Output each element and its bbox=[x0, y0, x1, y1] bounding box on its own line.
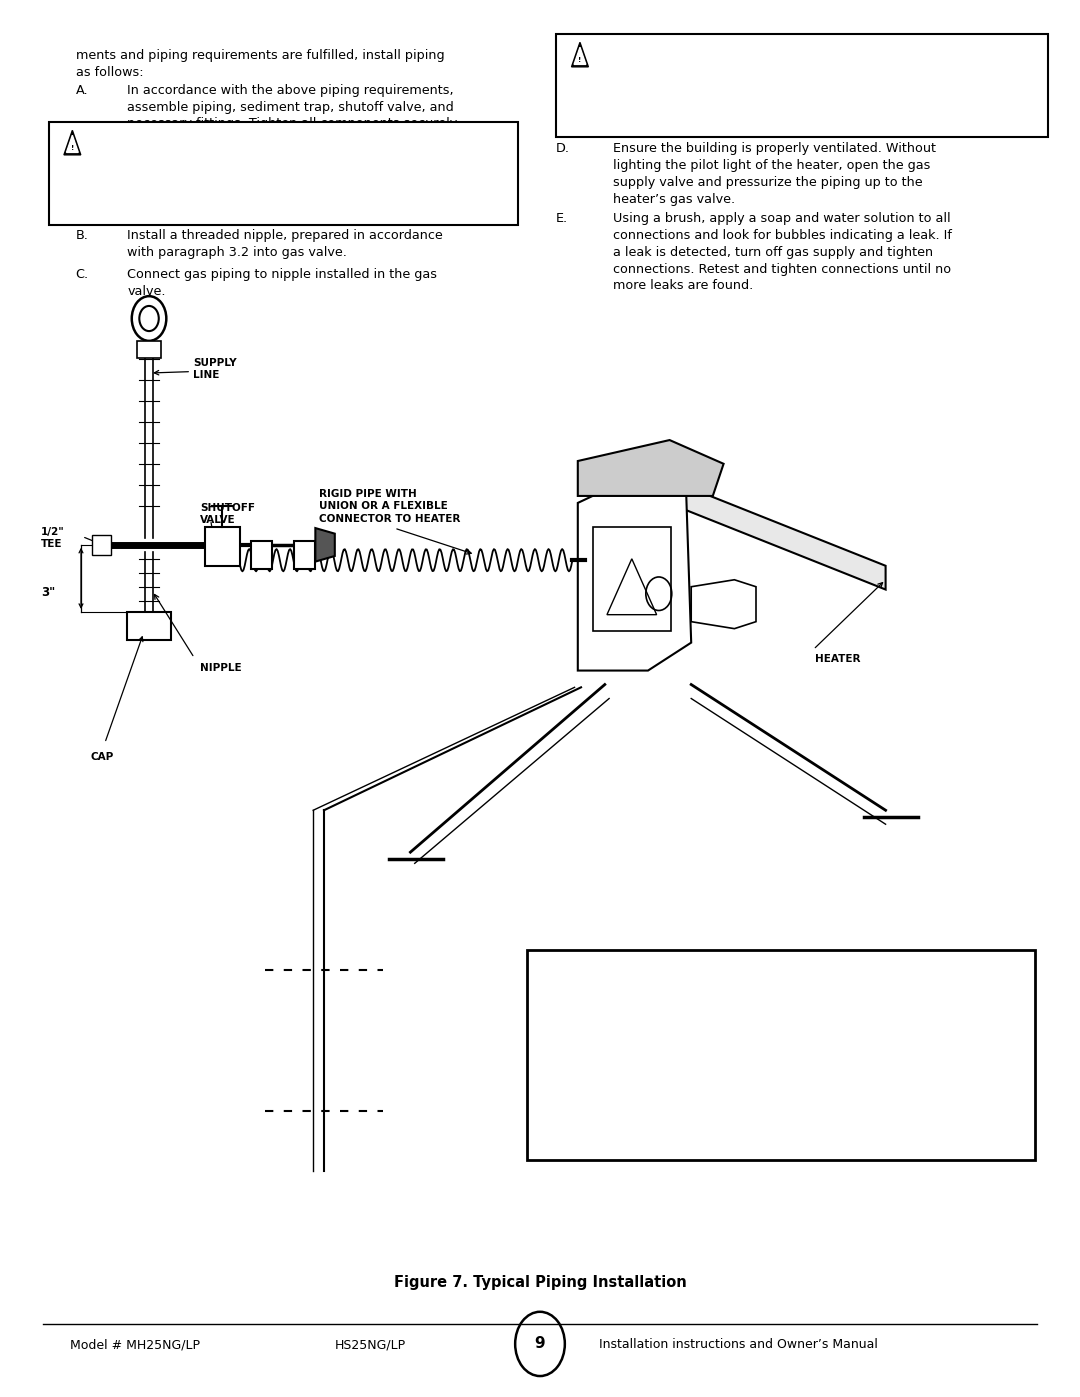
Text: connections and look for bubbles indicating a leak. If: connections and look for bubbles indicat… bbox=[613, 229, 953, 242]
Text: lighting the pilot light of the heater, open the gas: lighting the pilot light of the heater, … bbox=[613, 159, 931, 172]
Polygon shape bbox=[670, 482, 886, 590]
Text: B.: B. bbox=[76, 229, 89, 242]
Text: 1.   ONLY USE A PIPE COMPOUND: 1. ONLY USE A PIPE COMPOUND bbox=[546, 995, 799, 1009]
Text: a leak is detected, turn off gas supply and tighten: a leak is detected, turn off gas supply … bbox=[613, 246, 933, 258]
Text: ments and piping requirements are fulfilled, install piping: ments and piping requirements are fulfil… bbox=[76, 49, 444, 61]
Text: HEATER: HEATER bbox=[815, 654, 861, 665]
Polygon shape bbox=[607, 559, 657, 615]
Text: CAP: CAP bbox=[91, 752, 114, 763]
Text: Install a threaded nipple, prepared in accordance: Install a threaded nipple, prepared in a… bbox=[127, 229, 443, 242]
Text: with paragraph 3.2 into gas valve.: with paragraph 3.2 into gas valve. bbox=[127, 246, 348, 258]
Text: !: ! bbox=[578, 57, 582, 63]
Polygon shape bbox=[571, 42, 589, 67]
Polygon shape bbox=[64, 130, 81, 155]
Text: A.: A. bbox=[76, 84, 89, 96]
Text: C.: C. bbox=[76, 268, 89, 281]
Polygon shape bbox=[315, 528, 335, 562]
Polygon shape bbox=[575, 47, 585, 64]
Text: In accordance with the above piping requirements,: In accordance with the above piping requ… bbox=[127, 84, 454, 96]
Text: !: ! bbox=[70, 145, 75, 151]
Text: necessary fittings. Tighten all components securely.: necessary fittings. Tighten all componen… bbox=[127, 117, 460, 130]
Text: NIPPLE: NIPPLE bbox=[200, 662, 242, 673]
Text: Connect gas piping to nipple installed in the gas: Connect gas piping to nipple installed i… bbox=[127, 268, 437, 281]
Text: pipe to be installed into gas valve meet the require-: pipe to be installed into gas valve meet… bbox=[75, 156, 408, 169]
Bar bbox=[593, 527, 671, 631]
Text: : When testing gas piping use only a soap: : When testing gas piping use only a soa… bbox=[678, 50, 947, 63]
Text: LIQUIFIED GASES ON LP: LIQUIFIED GASES ON LP bbox=[579, 1045, 761, 1059]
Polygon shape bbox=[578, 475, 691, 671]
Text: and water solution. Do not use a match or other flame: and water solution. Do not use a match o… bbox=[582, 68, 931, 81]
Text: as follows:: as follows: bbox=[76, 66, 144, 78]
Text: 2.   FITTINGS SHOWN ARE NOT: 2. FITTINGS SHOWN ARE NOT bbox=[546, 1101, 783, 1115]
Bar bbox=[49, 122, 518, 225]
Text: INSTALLATIONS.: INSTALLATIONS. bbox=[579, 1070, 703, 1084]
Bar bbox=[92, 535, 111, 555]
Polygon shape bbox=[691, 580, 756, 629]
Text: for leak testing. If during leakage check gas is: for leak testing. If during leakage chec… bbox=[582, 87, 878, 99]
Text: valve.: valve. bbox=[127, 285, 166, 298]
Text: distortion and malfunction.: distortion and malfunction. bbox=[75, 193, 248, 205]
Text: WHICH IS RESISTANT TO: WHICH IS RESISTANT TO bbox=[579, 1020, 766, 1034]
Text: Installation instructions and Owner’s Manual: Installation instructions and Owner’s Ma… bbox=[599, 1338, 878, 1351]
Polygon shape bbox=[67, 136, 78, 152]
Text: INCLUDED WITH HEATER.: INCLUDED WITH HEATER. bbox=[579, 1126, 771, 1140]
Bar bbox=[556, 34, 1048, 137]
Text: Model # MH25NG/LP: Model # MH25NG/LP bbox=[70, 1338, 200, 1351]
Text: Using a brush, apply a soap and water solution to all: Using a brush, apply a soap and water so… bbox=[613, 212, 951, 225]
Text: E.: E. bbox=[556, 212, 568, 225]
Bar bbox=[294, 541, 315, 569]
Text: SHUTOFF
VALVE: SHUTOFF VALVE bbox=[200, 503, 255, 525]
Text: supply valve and pressurize the piping up to the: supply valve and pressurize the piping u… bbox=[613, 176, 923, 189]
Text: heater’s gas valve.: heater’s gas valve. bbox=[613, 193, 735, 205]
Text: connections. Retest and tighten connections until no: connections. Retest and tighten connecti… bbox=[613, 263, 951, 275]
Text: RIGID PIPE WITH
UNION OR A FLEXIBLE
CONNECTOR TO HEATER: RIGID PIPE WITH UNION OR A FLEXIBLE CONN… bbox=[319, 489, 460, 524]
Text: 1/2"
TEE: 1/2" TEE bbox=[41, 527, 65, 549]
Text: Ensure the building is properly ventilated. Without: Ensure the building is properly ventilat… bbox=[613, 142, 936, 155]
Bar bbox=[527, 950, 1035, 1160]
Bar bbox=[251, 541, 272, 569]
Bar bbox=[127, 612, 171, 640]
Text: : Failure to ensure that male threads on: : Failure to ensure that male threads on bbox=[171, 138, 424, 151]
Text: ments of Figure 6 may cause gas valve damage,: ments of Figure 6 may cause gas valve da… bbox=[75, 175, 384, 187]
Text: assemble piping, sediment trap, shutoff valve, and: assemble piping, sediment trap, shutoff … bbox=[127, 101, 455, 113]
Bar bbox=[205, 527, 240, 566]
Text: NOTE:: NOTE: bbox=[546, 970, 594, 983]
Text: more leaks are found.: more leaks are found. bbox=[613, 279, 754, 292]
Text: HS25NG/LP: HS25NG/LP bbox=[335, 1338, 406, 1351]
Bar bbox=[137, 341, 161, 358]
Text: SUPPLY
LINE: SUPPLY LINE bbox=[193, 358, 237, 380]
Text: Figure 7. Typical Piping Installation: Figure 7. Typical Piping Installation bbox=[393, 1275, 687, 1291]
Text: WARNING: WARNING bbox=[599, 50, 669, 63]
Text: 3": 3" bbox=[41, 585, 55, 599]
Text: D.: D. bbox=[556, 142, 570, 155]
Text: WARNING: WARNING bbox=[92, 138, 161, 151]
Text: smelled, turn off the gas supply and ventilate building.: smelled, turn off the gas supply and ven… bbox=[582, 105, 934, 117]
Polygon shape bbox=[578, 440, 724, 496]
Text: 9: 9 bbox=[535, 1337, 545, 1351]
